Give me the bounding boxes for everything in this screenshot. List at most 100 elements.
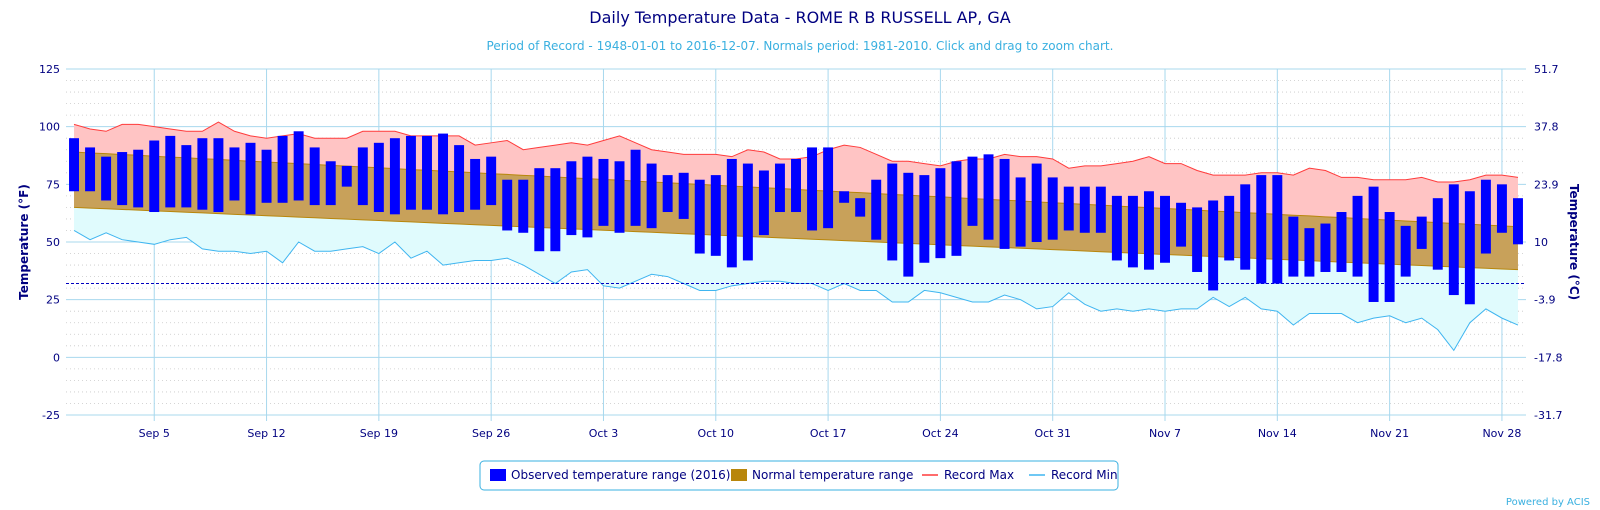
observed-bar[interactable] bbox=[101, 156, 112, 201]
observed-bar[interactable] bbox=[389, 138, 400, 215]
legend-item-record-max[interactable]: Record Max bbox=[922, 468, 1014, 482]
observed-bar[interactable] bbox=[1480, 179, 1491, 254]
observed-bar[interactable] bbox=[582, 156, 593, 238]
observed-bar[interactable] bbox=[1015, 177, 1026, 247]
observed-bar[interactable] bbox=[1111, 195, 1122, 261]
observed-bar[interactable] bbox=[742, 163, 753, 261]
observed-bar[interactable] bbox=[1256, 175, 1267, 284]
observed-bar[interactable] bbox=[967, 156, 978, 226]
observed-bar[interactable] bbox=[1304, 228, 1315, 277]
observed-bar[interactable] bbox=[1176, 202, 1187, 247]
observed-bar[interactable] bbox=[983, 154, 994, 240]
observed-bar[interactable] bbox=[470, 158, 481, 210]
y-tick-label: 125 bbox=[39, 63, 60, 76]
observed-bar[interactable] bbox=[1432, 198, 1443, 270]
observed-bar[interactable] bbox=[662, 175, 673, 213]
observed-bar[interactable] bbox=[309, 147, 320, 206]
observed-bar[interactable] bbox=[791, 158, 801, 213]
observed-bar[interactable] bbox=[1272, 175, 1283, 284]
legend-item-record-min[interactable]: Record Min bbox=[1029, 468, 1118, 482]
observed-bar[interactable] bbox=[1336, 212, 1347, 272]
observed-bar[interactable] bbox=[646, 163, 657, 229]
observed-bar[interactable] bbox=[261, 149, 272, 203]
observed-bar[interactable] bbox=[1320, 223, 1331, 272]
observed-bar[interactable] bbox=[502, 179, 513, 231]
observed-bar[interactable] bbox=[1224, 195, 1235, 261]
observed-bar[interactable] bbox=[774, 163, 785, 213]
observed-bar[interactable] bbox=[887, 163, 898, 261]
observed-bar[interactable] bbox=[534, 168, 545, 252]
observed-bar[interactable] bbox=[1031, 163, 1042, 242]
observed-bar[interactable] bbox=[133, 149, 144, 208]
observed-bar[interactable] bbox=[1079, 186, 1090, 233]
observed-bar[interactable] bbox=[1416, 216, 1427, 249]
observed-bar[interactable] bbox=[903, 172, 914, 277]
observed-bar[interactable] bbox=[1127, 195, 1138, 268]
observed-bar[interactable] bbox=[630, 149, 641, 226]
observed-bar[interactable] bbox=[951, 161, 962, 256]
observed-bar[interactable] bbox=[165, 135, 176, 208]
observed-bar[interactable] bbox=[839, 191, 850, 203]
observed-bar[interactable] bbox=[1063, 186, 1074, 231]
observed-bar[interactable] bbox=[357, 147, 368, 206]
legend-item-observed[interactable]: Observed temperature range (2016) bbox=[490, 468, 730, 482]
observed-bar[interactable] bbox=[405, 135, 416, 210]
observed-bar[interactable] bbox=[598, 158, 609, 226]
observed-bar[interactable] bbox=[197, 138, 208, 210]
observed-bar[interactable] bbox=[85, 147, 96, 192]
observed-bar[interactable] bbox=[758, 170, 769, 236]
observed-bars[interactable] bbox=[69, 131, 1523, 305]
observed-bar[interactable] bbox=[1240, 184, 1251, 270]
observed-bar[interactable] bbox=[373, 142, 384, 213]
observed-bar[interactable] bbox=[726, 158, 737, 268]
observed-bar[interactable] bbox=[1513, 198, 1523, 245]
observed-bar[interactable] bbox=[935, 168, 946, 259]
observed-bar[interactable] bbox=[486, 156, 497, 206]
observed-bar[interactable] bbox=[293, 131, 304, 201]
observed-bar[interactable] bbox=[1384, 212, 1395, 302]
observed-bar[interactable] bbox=[1208, 200, 1219, 291]
observed-bar[interactable] bbox=[710, 175, 721, 256]
observed-bar[interactable] bbox=[1352, 195, 1363, 277]
observed-bar[interactable] bbox=[807, 147, 818, 231]
observed-bar[interactable] bbox=[1448, 184, 1459, 296]
observed-bar[interactable] bbox=[325, 161, 336, 206]
observed-bar[interactable] bbox=[1047, 177, 1058, 240]
observed-bar[interactable] bbox=[1464, 191, 1475, 305]
observed-bar[interactable] bbox=[1095, 186, 1106, 233]
observed-bar[interactable] bbox=[277, 135, 288, 203]
observed-bar[interactable] bbox=[1143, 191, 1154, 270]
observed-bar[interactable] bbox=[823, 147, 834, 229]
observed-bar[interactable] bbox=[566, 161, 577, 236]
observed-bar[interactable] bbox=[678, 172, 689, 219]
observed-bar[interactable] bbox=[1400, 225, 1411, 277]
observed-bar[interactable] bbox=[245, 142, 256, 215]
observed-bar[interactable] bbox=[1160, 195, 1170, 263]
observed-bar[interactable] bbox=[181, 145, 192, 208]
observed-bar[interactable] bbox=[341, 165, 352, 187]
observed-bar[interactable] bbox=[694, 179, 705, 254]
observed-bar[interactable] bbox=[871, 179, 882, 240]
observed-bar[interactable] bbox=[229, 147, 240, 201]
observed-bar[interactable] bbox=[614, 161, 625, 233]
credit-link[interactable]: Powered by ACIS bbox=[1506, 497, 1590, 508]
observed-bar[interactable] bbox=[1288, 216, 1299, 277]
observed-bar[interactable] bbox=[1368, 186, 1379, 302]
observed-bar[interactable] bbox=[1496, 184, 1507, 233]
observed-bar[interactable] bbox=[999, 158, 1010, 249]
observed-bar[interactable] bbox=[213, 138, 224, 213]
observed-bar[interactable] bbox=[550, 168, 561, 252]
observed-bar[interactable] bbox=[69, 138, 79, 192]
observed-bar[interactable] bbox=[438, 133, 449, 215]
observed-bar[interactable] bbox=[855, 198, 866, 217]
observed-bar[interactable] bbox=[149, 140, 160, 213]
observed-bar[interactable] bbox=[454, 145, 465, 213]
observed-bar[interactable] bbox=[919, 175, 930, 263]
observed-bar[interactable] bbox=[518, 179, 529, 233]
observed-bar[interactable] bbox=[117, 152, 128, 206]
observed-bar[interactable] bbox=[1192, 207, 1203, 272]
observed-bar[interactable] bbox=[422, 135, 432, 210]
legend-item-normal[interactable]: Normal temperature range bbox=[731, 468, 913, 482]
